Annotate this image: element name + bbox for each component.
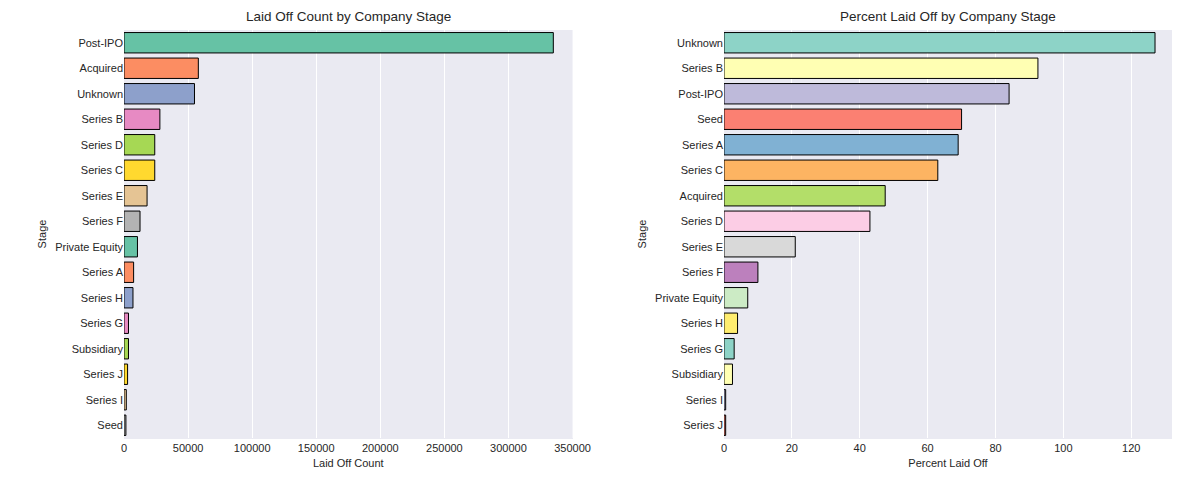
- svg-text:Series E: Series E: [81, 190, 123, 202]
- svg-text:Series C: Series C: [81, 164, 123, 176]
- svg-text:60: 60: [922, 442, 934, 454]
- svg-text:Private Equity: Private Equity: [655, 292, 723, 304]
- svg-text:200000: 200000: [362, 442, 399, 454]
- svg-text:Series J: Series J: [83, 368, 123, 380]
- svg-text:Post-IPO: Post-IPO: [678, 88, 723, 100]
- svg-text:120: 120: [1122, 442, 1140, 454]
- svg-text:Unknown: Unknown: [677, 37, 723, 49]
- svg-text:Series B: Series B: [81, 113, 123, 125]
- svg-text:40: 40: [854, 442, 866, 454]
- svg-text:Stage: Stage: [636, 220, 648, 249]
- svg-text:100000: 100000: [234, 442, 271, 454]
- svg-text:Subsidiary: Subsidiary: [672, 368, 724, 380]
- svg-text:100: 100: [1054, 442, 1072, 454]
- svg-text:Series G: Series G: [680, 343, 723, 355]
- svg-text:Series D: Series D: [81, 139, 123, 151]
- svg-text:Series B: Series B: [681, 62, 723, 74]
- svg-text:Laid Off Count by Company Stag: Laid Off Count by Company Stage: [246, 9, 451, 24]
- svg-text:Stage: Stage: [36, 220, 48, 249]
- svg-text:0: 0: [121, 442, 127, 454]
- svg-text:300000: 300000: [490, 442, 527, 454]
- svg-text:Series I: Series I: [86, 394, 123, 406]
- svg-text:Series F: Series F: [82, 215, 123, 227]
- svg-text:250000: 250000: [426, 442, 463, 454]
- svg-text:0: 0: [721, 442, 727, 454]
- svg-text:Percent Laid Off by Company St: Percent Laid Off by Company Stage: [840, 9, 1056, 24]
- svg-text:Series D: Series D: [681, 215, 723, 227]
- svg-text:Series E: Series E: [681, 241, 723, 253]
- svg-text:150000: 150000: [298, 442, 335, 454]
- svg-text:Percent Laid Off: Percent Laid Off: [908, 457, 988, 469]
- svg-text:20: 20: [786, 442, 798, 454]
- svg-text:50000: 50000: [173, 442, 204, 454]
- svg-text:Acquired: Acquired: [680, 190, 723, 202]
- svg-text:Unknown: Unknown: [77, 88, 123, 100]
- svg-text:Seed: Seed: [97, 419, 123, 431]
- svg-text:Post-IPO: Post-IPO: [78, 37, 123, 49]
- svg-text:Private Equity: Private Equity: [55, 241, 123, 253]
- svg-text:Series H: Series H: [81, 292, 123, 304]
- svg-text:Laid Off Count: Laid Off Count: [313, 457, 384, 469]
- svg-text:80: 80: [989, 442, 1001, 454]
- svg-text:Series G: Series G: [80, 317, 123, 329]
- svg-text:350000: 350000: [554, 442, 591, 454]
- svg-text:Seed: Seed: [697, 113, 723, 125]
- svg-text:Series J: Series J: [683, 419, 723, 431]
- svg-text:Acquired: Acquired: [80, 62, 123, 74]
- svg-text:Subsidiary: Subsidiary: [72, 343, 124, 355]
- svg-text:Series A: Series A: [82, 266, 124, 278]
- svg-text:Series A: Series A: [682, 139, 724, 151]
- svg-text:Series F: Series F: [682, 266, 723, 278]
- svg-text:Series I: Series I: [686, 394, 723, 406]
- svg-text:Series C: Series C: [681, 164, 723, 176]
- svg-text:Series H: Series H: [681, 317, 723, 329]
